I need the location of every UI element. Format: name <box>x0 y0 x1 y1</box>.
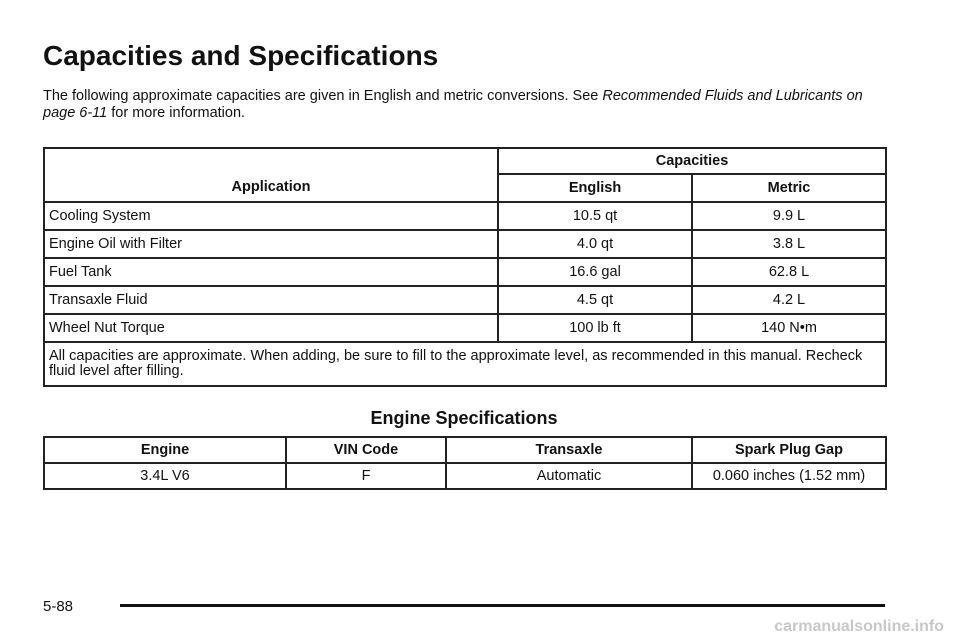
table-cell: Cooling System <box>43 201 499 231</box>
table-cell: Engine Oil with Filter <box>43 229 499 259</box>
header-row: English Metric <box>44 173 888 203</box>
table-note: All capacities are approximate. When add… <box>42 341 888 387</box>
table-cell: 9.9 L <box>690 201 888 231</box>
header-row: Application Capacities <box>43 147 888 203</box>
header-cell: Capacities <box>496 147 888 175</box>
table-cell: 140 N•m <box>690 313 888 343</box>
table-cell: 3.8 L <box>690 229 888 259</box>
table-cell: 4.2 L <box>690 285 888 315</box>
watermark: carmanualsonline.info <box>774 618 944 635</box>
capacities-table: Application Capacities English Metric Co… <box>42 147 888 387</box>
table-cell: 4.5 qt <box>497 285 693 315</box>
intro-text: for more information. <box>107 105 246 121</box>
header-cell: Transaxle <box>445 436 693 464</box>
table-row: Wheel Nut Torque 100 lb ft 140 N•m <box>43 313 888 343</box>
table-cell: Transaxle Fluid <box>43 285 499 315</box>
table-row: 3.4L V6 F Automatic 0.060 inches (1.52 mm) <box>43 462 887 490</box>
intro-text: The following approximate capacities are… <box>43 88 603 104</box>
table-cell: 0.060 inches (1.52 mm) <box>691 462 887 490</box>
header-cell: English <box>497 173 693 203</box>
header-cell: Metric <box>690 173 888 203</box>
section-title: Engine Specifications <box>370 408 558 428</box>
table-row: Fuel Tank 16.6 gal 62.8 L <box>43 257 888 287</box>
header-cell: VIN Code <box>285 436 447 464</box>
table-row: Transaxle Fluid 4.5 qt 4.2 L <box>43 285 888 315</box>
table-cell: 10.5 qt <box>497 201 693 231</box>
table-cell: Automatic <box>445 462 693 490</box>
table-cell: Wheel Nut Torque <box>43 313 499 343</box>
page-title: Capacities and Specifications <box>43 40 439 71</box>
table-cell: Fuel Tank <box>43 257 499 287</box>
table-cell: 16.6 gal <box>497 257 693 287</box>
intro-reference: Recommended Fluids and Lubricants on pag… <box>43 88 863 121</box>
table-cell: 4.0 qt <box>497 229 693 259</box>
header-row: Engine VIN Code Transaxle Spark Plug Gap <box>43 436 887 464</box>
table-row: Engine Oil with Filter 4.0 qt 3.8 L <box>43 229 888 259</box>
table-cell: 3.4L V6 <box>43 462 287 490</box>
table-row: Cooling System 10.5 qt 9.9 L <box>43 201 888 231</box>
note-row: All capacities are approximate. When add… <box>42 341 888 387</box>
header-cell: Spark Plug Gap <box>691 436 887 464</box>
engine-table: Engine VIN Code Transaxle Spark Plug Gap 3.4… <box>43 436 887 490</box>
table-cell: 100 lb ft <box>497 313 693 343</box>
intro-paragraph: The following approximate capacities are… <box>43 88 873 122</box>
header-cell: Application <box>43 147 499 203</box>
page-number: 5-88 <box>43 598 74 615</box>
table-cell: F <box>285 462 447 490</box>
header-cell: Engine <box>43 436 287 464</box>
footer-rule <box>120 604 885 607</box>
table-cell: 62.8 L <box>690 257 888 287</box>
